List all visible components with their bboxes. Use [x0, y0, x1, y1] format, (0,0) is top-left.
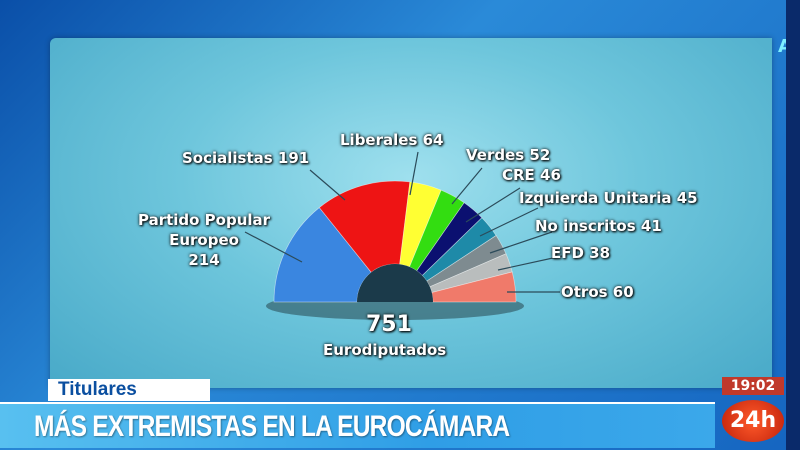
- label-izquierda-unitaria: Izquierda Unitaria 45: [519, 189, 698, 207]
- label-no-inscritos: No inscritos 41: [535, 217, 662, 235]
- leader-line: [465, 187, 521, 223]
- label-ppe-text: Partido Popular Europeo 214: [138, 211, 271, 269]
- section-label: Titulares: [48, 379, 210, 401]
- label-efd: EFD 38: [551, 244, 611, 262]
- headline-bar: MÁS EXTREMISTAS EN LA EUROCÁMARA: [0, 402, 715, 448]
- leader-line: [479, 207, 539, 237]
- chart-center: [357, 264, 433, 302]
- label-socialistas: Socialistas 191: [182, 149, 310, 167]
- leader-line: [489, 231, 553, 254]
- label-verdes: Verdes 52: [466, 146, 551, 164]
- label-cre: CRE 46: [502, 166, 561, 184]
- label-ppe: Partido Popular Europeo 214: [138, 210, 270, 270]
- headline: MÁS EXTREMISTAS EN LA EUROCÁMARA: [34, 410, 510, 443]
- edge-strip: [786, 0, 800, 450]
- leader-line: [309, 169, 346, 201]
- label-liberales: Liberales 64: [340, 131, 444, 149]
- clock: 19:02: [722, 377, 784, 395]
- leader-line: [244, 231, 303, 263]
- total-value: 751: [366, 312, 412, 337]
- channel-logo-24h: 24h: [722, 400, 784, 442]
- leader-line: [451, 167, 483, 205]
- label-otros: Otros 60: [561, 283, 634, 301]
- leader-line: [409, 151, 419, 196]
- total-label: Eurodiputados: [323, 341, 447, 359]
- leader-line: [497, 255, 563, 271]
